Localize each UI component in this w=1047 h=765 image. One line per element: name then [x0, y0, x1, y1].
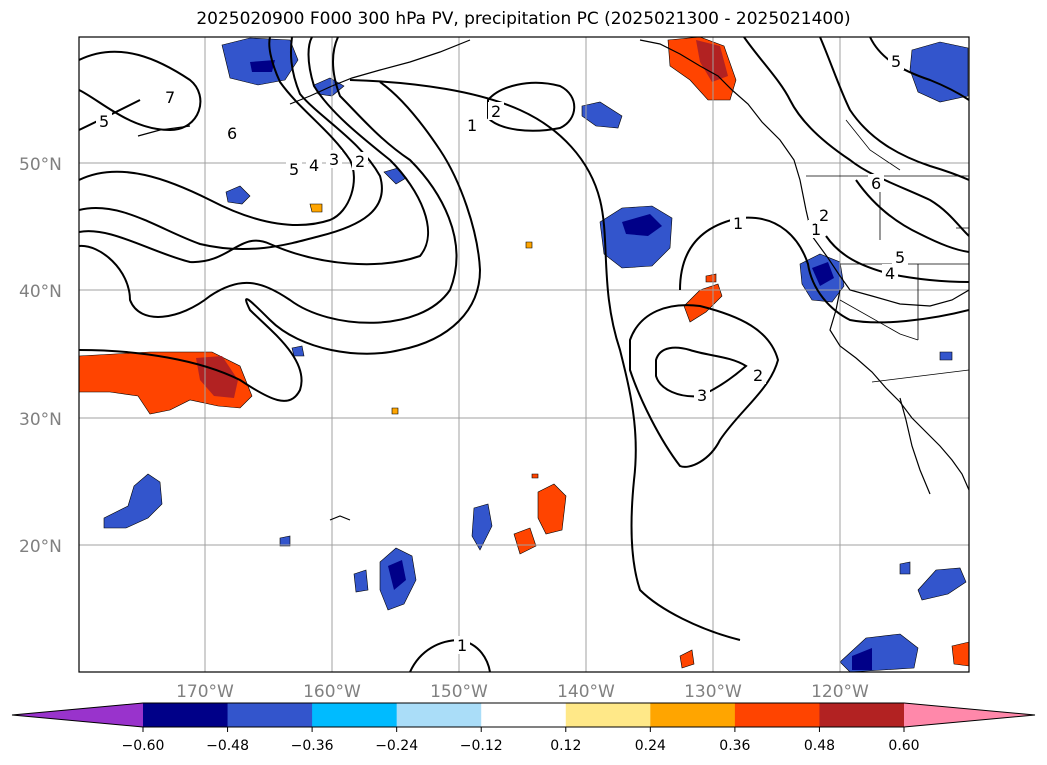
lon-label-150w: 150°W: [430, 682, 488, 702]
blob-pos-7: [513, 527, 537, 555]
blob-neg-16: [917, 567, 967, 601]
contour-label: 2: [753, 366, 763, 385]
blob-neg-14: [471, 503, 493, 551]
lon-label-120w: 120°W: [811, 682, 869, 702]
contour-label: 2: [491, 102, 501, 121]
blob-pos-8: [531, 473, 539, 479]
latitude-labels: 50°N 40°N 30°N 20°N: [19, 155, 62, 557]
blob-pos-6: [537, 483, 567, 535]
contour-label: 5: [99, 112, 109, 131]
colorbar-segment: [650, 703, 736, 727]
contour-label: 2: [819, 206, 829, 225]
blob-neg-12: [353, 569, 369, 593]
colorbar-extend-low: [12, 703, 143, 727]
colorbar-tick-label: −0.60: [122, 738, 165, 754]
lon-label-130w: 130°W: [684, 682, 742, 702]
colorbar-segment: [819, 703, 905, 727]
lon-label-140w: 140°W: [557, 682, 615, 702]
contour-label: 2: [355, 152, 365, 171]
blob-pos-11: [391, 407, 399, 415]
colorbar-tick-label: 0.24: [635, 738, 666, 754]
colorbar-segments: [11, 702, 1036, 728]
colorbar-tick-label: 0.60: [888, 738, 919, 754]
lat-label-20n: 20°N: [19, 537, 62, 557]
blob-neg-5: [581, 101, 623, 129]
map-frame: [78, 36, 970, 673]
contour-label: 6: [227, 124, 237, 143]
contour-label: 5: [895, 248, 905, 267]
map-panel: 7 5 6 5 4 3 2 2 1 1 1 2 3 2: [79, 37, 969, 672]
contour-labels: 7 5 6 5 4 3 2 2 1 1 1 2 3 2: [96, 52, 908, 655]
blob-neg-15-core: [852, 648, 872, 670]
contour-label: 1: [467, 116, 477, 135]
blob-neg-1-core: [250, 60, 275, 72]
figure-title: 2025020900 F000 300 hPa PV, precipitatio…: [196, 9, 851, 29]
colorbar-tick-label: −0.24: [375, 738, 418, 754]
pv-contours: [79, 37, 969, 672]
contour-label: 4: [885, 264, 895, 283]
colorbar-extend-high: [904, 703, 1035, 727]
longitude-labels: 170°W 160°W 150°W 140°W 130°W 120°W: [176, 682, 869, 702]
blob-pos-2-core: [696, 40, 728, 82]
colorbar-segment: [143, 703, 229, 727]
colorbar-segment: [227, 703, 313, 727]
blob-pos-10: [951, 641, 969, 667]
contour-label: 5: [891, 52, 901, 71]
contour-label: 1: [457, 636, 467, 655]
colorbar-tick-label: 0.12: [550, 738, 581, 754]
colorbar-segment: [312, 703, 398, 727]
blob-neg-10: [103, 473, 163, 529]
colorbar: −0.60 −0.48 −0.36 −0.24 −0.12 0.12 0.24 0.36 0.4…: [11, 702, 1036, 754]
colorbar-ticks: −0.60 −0.48 −0.36 −0.24 −0.12 0.12 0.24 0.36 0.4…: [122, 727, 920, 754]
lon-label-160w: 160°W: [303, 682, 361, 702]
blob-neg-9: [291, 345, 305, 357]
blob-neg-3: [225, 185, 251, 205]
coastlines: [137, 39, 969, 521]
colorbar-segment: [565, 703, 651, 727]
contour-label: 5: [289, 160, 299, 179]
contour-label: 1: [811, 220, 821, 239]
graticule: [79, 37, 969, 672]
colorbar-tick-label: −0.12: [460, 738, 503, 754]
lat-label-50n: 50°N: [19, 155, 62, 175]
contour-label: 3: [697, 386, 707, 405]
blob-neg-13-core: [388, 560, 406, 590]
blob-neg-6-core: [622, 214, 662, 236]
blob-neg-18: [939, 351, 953, 361]
blob-neg-7-core: [812, 262, 834, 286]
blob-neg-17: [899, 561, 911, 575]
colorbar-segment: [396, 703, 482, 727]
contour-label: 3: [329, 150, 339, 169]
colorbar-tick-label: −0.48: [206, 738, 249, 754]
colorbar-tick-label: 0.48: [804, 738, 835, 754]
contour-label: 6: [871, 174, 881, 193]
colorbar-segment: [734, 703, 820, 727]
lat-label-40n: 40°N: [19, 282, 62, 302]
blob-pos-12: [525, 241, 533, 249]
contour-label: 7: [165, 88, 175, 107]
contour-label: 1: [733, 214, 743, 233]
blob-pos-9: [679, 649, 695, 669]
colorbar-segment: [481, 703, 567, 727]
blob-pos-5: [309, 203, 323, 213]
colorbar-tick-label: −0.36: [291, 738, 334, 754]
lat-label-30n: 30°N: [19, 410, 62, 430]
lon-label-170w: 170°W: [176, 682, 234, 702]
blob-neg-11: [279, 535, 291, 547]
colorbar-tick-label: 0.36: [719, 738, 750, 754]
contour-label: 4: [309, 156, 319, 175]
